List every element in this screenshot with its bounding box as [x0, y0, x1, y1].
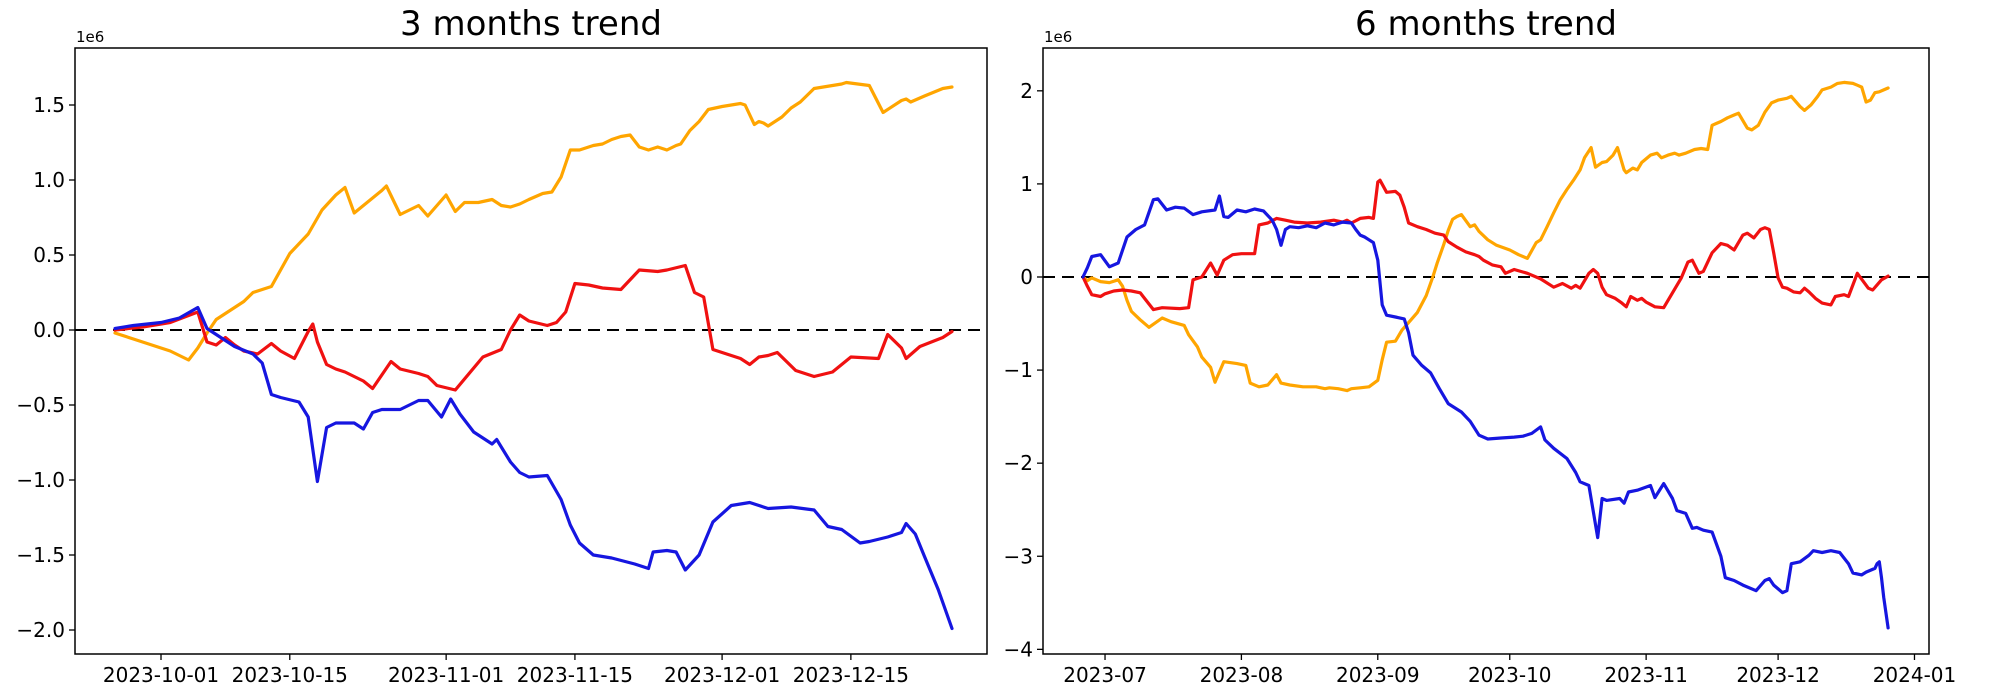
x-tick-label: 2024-01 — [1873, 663, 1957, 687]
x-tick-label: 2023-10 — [1468, 663, 1552, 687]
x-tick-label: 2023-10-15 — [232, 663, 348, 687]
y-tick-label: −2.0 — [16, 618, 65, 642]
y-tick-label: 1 — [1020, 172, 1033, 196]
y-tick-label: 2 — [1020, 79, 1033, 103]
x-tick-label: 2023-10-01 — [103, 663, 219, 687]
y-axis-offset-label: 1e6 — [1044, 28, 1072, 46]
x-tick-label: 2023-12-01 — [664, 663, 780, 687]
series-line-red — [1081, 178, 1890, 312]
x-tick-label: 2023-12-15 — [793, 663, 909, 687]
plot-box — [1042, 47, 1930, 655]
chart-title-3-months: 3 months trend — [400, 4, 662, 44]
series-line-blue — [113, 305, 954, 631]
x-tick-label: 2023-09 — [1336, 663, 1420, 687]
y-tick-label: −4 — [1004, 637, 1033, 661]
chart-6-months-trend: 2023-07 2023-08 2023-09 2023-10 2023-11 2023-… — [1004, 28, 1957, 687]
x-tick-label: 2023-11-01 — [388, 663, 504, 687]
y-tick-label: −0.5 — [16, 393, 65, 417]
y-tick-label: −1.0 — [16, 468, 65, 492]
x-tick-label: 2023-07 — [1063, 663, 1147, 687]
series-line-orange — [1081, 80, 1890, 393]
y-tick-label: −3 — [1004, 544, 1033, 568]
y-tick-label: 0.5 — [33, 243, 65, 267]
series-line-blue — [1081, 194, 1890, 630]
y-tick-label: −2 — [1004, 451, 1033, 475]
y-tick-label: 0 — [1020, 265, 1033, 289]
y-tick-label: −1.5 — [16, 543, 65, 567]
y-tick-label: 0.0 — [33, 318, 65, 342]
y-tick-label: 1.0 — [33, 168, 65, 192]
y-tick-label: 1.5 — [33, 93, 65, 117]
x-tick-label: 2023-11 — [1604, 663, 1688, 687]
x-tick-label: 2023-11-15 — [517, 663, 633, 687]
series-line-orange — [113, 80, 954, 362]
plot-box — [74, 47, 988, 655]
x-tick-label: 2023-12 — [1736, 663, 1820, 687]
x-tick-label: 2023-08 — [1200, 663, 1284, 687]
y-tick-label: −1 — [1004, 358, 1033, 382]
series-line-red — [113, 263, 954, 392]
chart-title-6-months: 6 months trend — [1355, 4, 1617, 44]
chart-3-months-trend: 2023-10-01 2023-10-15 2023-11-01 2023-11-15… — [16, 28, 988, 687]
y-axis-offset-label: 1e6 — [76, 28, 104, 46]
